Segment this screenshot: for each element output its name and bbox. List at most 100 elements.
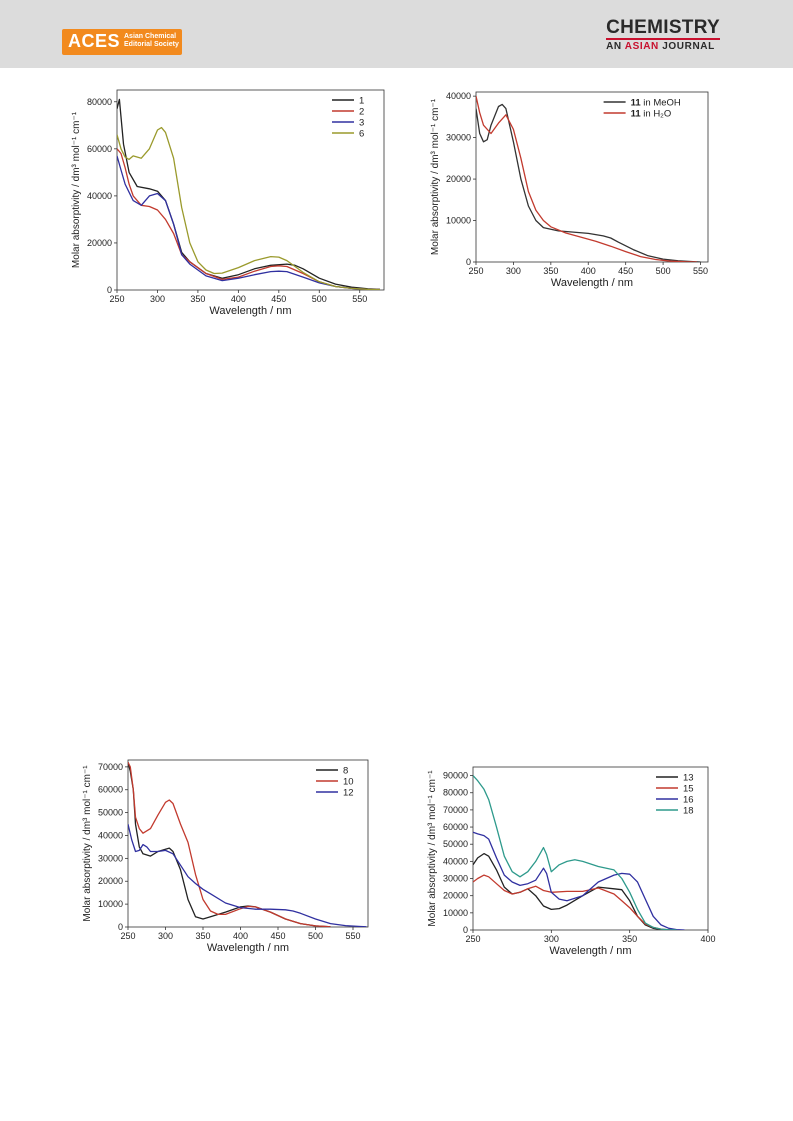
y-tick-label: 20000 <box>446 174 471 184</box>
x-tick-label: 300 <box>158 931 173 941</box>
y-tick-label: 20000 <box>87 238 112 248</box>
y-axis-label: Molar absorptivity / dm³ mol⁻¹ cm⁻¹ <box>82 765 93 922</box>
y-tick-label: 80000 <box>443 788 468 798</box>
aces-logo: ACES Asian Chemical Editorial Society <box>62 29 182 55</box>
x-axis-label: Wavelength / nm <box>209 305 291 317</box>
x-tick-label: 400 <box>700 934 715 944</box>
legend-label-1: 10 <box>343 777 354 788</box>
series-line-1 <box>117 148 381 290</box>
plot-frame <box>475 91 709 263</box>
x-tick-label: 350 <box>622 934 637 944</box>
y-tick-label: 20000 <box>98 876 123 886</box>
series-line-2 <box>473 831 685 930</box>
y-tick-label: 0 <box>118 922 123 932</box>
y-tick-label: 40000 <box>87 191 112 201</box>
y-tick-label: 50000 <box>443 839 468 849</box>
x-tick-label: 450 <box>271 294 286 304</box>
uv-vis-chart-4: 250 300 350 400 0 10000 20000 30000 40000 50000 60… <box>427 766 716 957</box>
x-tick-label: 550 <box>693 266 708 276</box>
x-tick-label: 250 <box>468 266 483 276</box>
x-axis-label: Wavelength / nm <box>549 945 631 957</box>
series-line-1 <box>128 762 331 927</box>
x-tick-label: 300 <box>544 934 559 944</box>
legend-label-name: in MeOH <box>643 98 681 109</box>
y-tick-label: 70000 <box>98 762 123 772</box>
y-tick-label: 20000 <box>443 891 468 901</box>
legend-label-prefix: 11 <box>631 98 644 109</box>
x-tick-label: 500 <box>308 931 323 941</box>
legend-label-2: 16 <box>683 795 694 806</box>
legend-label-3: 18 <box>683 806 694 817</box>
aces-subtitle-line1: Asian Chemical <box>124 33 177 40</box>
x-axis-label: Wavelength / nm <box>207 942 289 954</box>
aces-logo-subtitle: Asian Chemical Editorial Society <box>124 33 179 49</box>
series-line-3 <box>117 126 381 290</box>
journal-sub-c: JOURNAL <box>658 41 715 52</box>
legend-label-name: in H₂O <box>643 109 671 120</box>
x-tick-label: 350 <box>190 294 205 304</box>
y-tick-label: 70000 <box>443 805 468 815</box>
y-tick-label: 30000 <box>446 133 471 143</box>
aces-logo-text: ACES <box>68 31 121 51</box>
x-tick-label: 250 <box>465 934 480 944</box>
x-tick-label: 450 <box>270 931 285 941</box>
legend-label-1: 15 <box>683 784 694 795</box>
y-tick-label: 30000 <box>443 874 468 884</box>
x-tick-label: 300 <box>506 266 521 276</box>
journal-sub-b: ASIAN <box>624 41 659 52</box>
y-tick-label: 40000 <box>98 830 123 840</box>
series-line-2 <box>128 823 367 927</box>
page-header: ACES Asian Chemical Editorial Society CH… <box>0 0 793 68</box>
x-tick-label: 400 <box>581 266 596 276</box>
legend-label-3: 6 <box>359 129 364 140</box>
x-tick-label: 350 <box>543 266 558 276</box>
y-axis-label: Molar absorptivity / dm³ mol⁻¹ cm⁻¹ <box>71 111 82 268</box>
journal-sub-a: AN <box>606 41 625 52</box>
x-tick-label: 550 <box>352 294 367 304</box>
y-tick-label: 90000 <box>443 771 468 781</box>
uv-vis-chart-3: 250 300 350 400 450 500 550 0 10000 20000 30000 400… <box>82 759 369 954</box>
y-tick-label: 10000 <box>98 899 123 909</box>
y-tick-label: 60000 <box>443 822 468 832</box>
y-tick-label: 30000 <box>98 853 123 863</box>
series-line-2 <box>117 155 381 290</box>
y-tick-label: 60000 <box>98 785 123 795</box>
legend-label-0: 1 <box>359 96 364 107</box>
y-axis-label: Molar absorptivity / dm³ mol⁻¹ cm⁻¹ <box>427 770 438 927</box>
y-tick-label: 60000 <box>87 144 112 154</box>
y-tick-label: 40000 <box>446 91 471 101</box>
y-tick-label: 50000 <box>98 808 123 818</box>
aces-subtitle-line2: Editorial Society <box>124 41 179 48</box>
x-tick-label: 400 <box>233 931 248 941</box>
y-tick-label: 0 <box>463 925 468 935</box>
x-tick-label: 250 <box>120 931 135 941</box>
series-line-1 <box>473 874 677 930</box>
legend-label-1: 2 <box>359 107 364 118</box>
plot-frame <box>116 89 385 291</box>
x-axis-label: Wavelength / nm <box>551 277 633 289</box>
legend-label-0: 8 <box>343 766 348 777</box>
legend-label-0: 13 <box>683 773 694 784</box>
journal-logo: CHEMISTRY AN ASIAN JOURNAL <box>606 18 720 52</box>
uv-vis-chart-1: 250 300 350 400 450 500 550 0 20000 40000 60000 800… <box>71 89 385 317</box>
x-tick-label: 400 <box>231 294 246 304</box>
y-tick-label: 10000 <box>446 216 471 226</box>
uv-vis-chart-2: 250 300 350 400 450 500 550 0 10000 20000 30000 400… <box>430 91 709 289</box>
series-line-0 <box>128 762 331 927</box>
y-tick-label: 10000 <box>443 908 468 918</box>
x-tick-label: 450 <box>618 266 633 276</box>
series-line-1 <box>476 95 697 262</box>
series-line-0 <box>473 852 677 930</box>
y-tick-label: 40000 <box>443 856 468 866</box>
x-tick-label: 350 <box>195 931 210 941</box>
y-axis-label: Molar absorptivity / dm³ mol⁻¹ cm⁻¹ <box>430 98 441 255</box>
legend-label-0: 11 in MeOH <box>631 98 681 109</box>
y-tick-label: 0 <box>107 285 112 295</box>
x-tick-label: 550 <box>345 931 360 941</box>
series-line-3 <box>473 775 677 930</box>
x-tick-label: 500 <box>656 266 671 276</box>
plot-frame <box>472 766 709 931</box>
journal-title: CHEMISTRY <box>606 17 720 38</box>
legend-label-2: 3 <box>359 118 364 129</box>
y-tick-label: 0 <box>466 257 471 267</box>
